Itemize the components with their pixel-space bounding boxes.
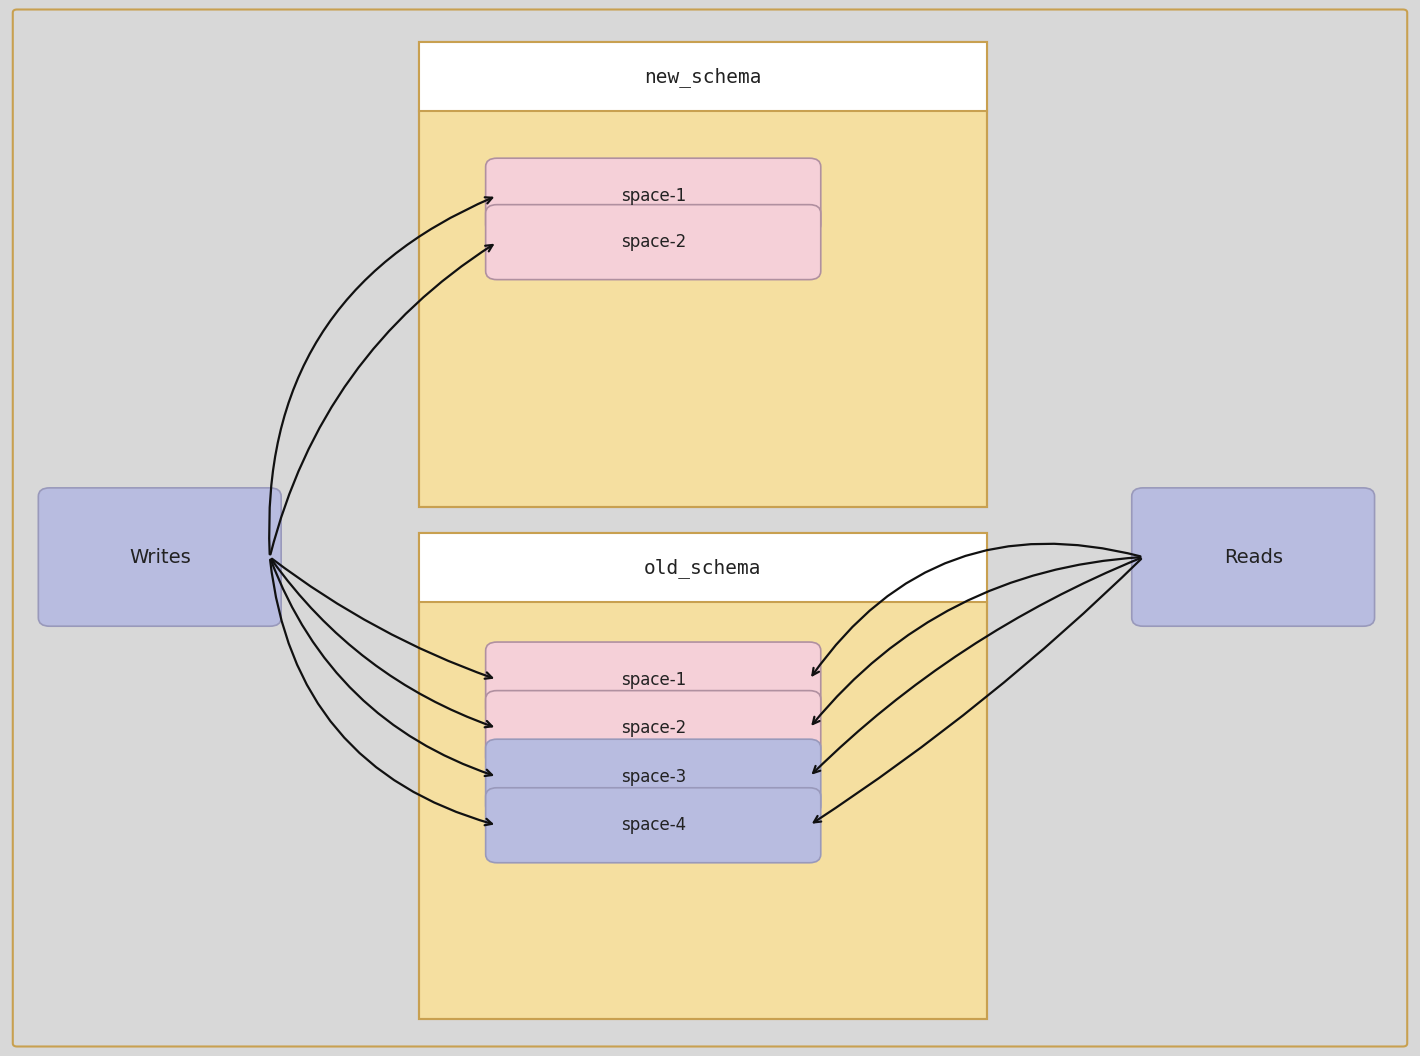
Text: space-4: space-4 <box>621 816 686 834</box>
FancyBboxPatch shape <box>486 691 821 766</box>
FancyBboxPatch shape <box>419 42 987 111</box>
Text: space-2: space-2 <box>621 233 686 251</box>
FancyBboxPatch shape <box>1132 488 1375 626</box>
FancyBboxPatch shape <box>486 739 821 814</box>
Text: new_schema: new_schema <box>645 67 761 87</box>
Text: space-3: space-3 <box>621 768 686 786</box>
FancyBboxPatch shape <box>486 158 821 233</box>
Text: Writes: Writes <box>129 548 190 566</box>
Text: space-1: space-1 <box>621 187 686 205</box>
FancyBboxPatch shape <box>419 533 987 1019</box>
FancyBboxPatch shape <box>486 788 821 863</box>
Text: space-1: space-1 <box>621 671 686 689</box>
FancyBboxPatch shape <box>486 205 821 280</box>
Text: old_schema: old_schema <box>645 558 761 578</box>
FancyBboxPatch shape <box>38 488 281 626</box>
FancyBboxPatch shape <box>486 642 821 717</box>
FancyBboxPatch shape <box>419 42 987 507</box>
Text: Reads: Reads <box>1224 548 1282 566</box>
FancyBboxPatch shape <box>419 533 987 602</box>
Text: space-2: space-2 <box>621 719 686 737</box>
